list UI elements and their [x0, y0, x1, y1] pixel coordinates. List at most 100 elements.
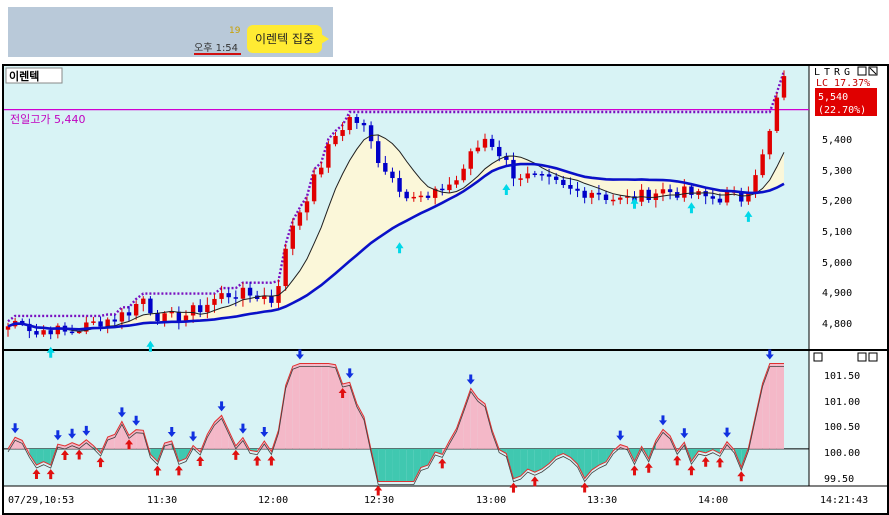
- candle-body: [724, 191, 730, 203]
- sell-signal-arrow: [117, 407, 126, 418]
- close-icon[interactable]: [869, 67, 877, 75]
- candle-body: [504, 156, 509, 160]
- minimize-button[interactable]: [857, 66, 867, 76]
- candle-body: [219, 293, 224, 299]
- corner-button-r[interactable]: R: [834, 67, 841, 78]
- buy-signal-arrow: [687, 202, 696, 214]
- candle-body: [618, 197, 623, 200]
- buy-signal-arrow: [96, 457, 105, 468]
- candle-body: [212, 298, 217, 305]
- sell-signal-arrow: [68, 428, 77, 439]
- corner-button-l[interactable]: L: [814, 67, 820, 78]
- candle-body: [69, 331, 75, 334]
- osc-area-segment: [527, 448, 535, 473]
- sell-signal-arrow: [11, 423, 20, 434]
- candle-body: [425, 195, 431, 198]
- candle-body: [760, 154, 765, 176]
- candle-body: [468, 151, 473, 169]
- candle-body: [283, 248, 288, 287]
- osc-area-segment: [477, 398, 485, 449]
- sell-signal-arrow: [82, 425, 91, 436]
- candle-body: [561, 179, 566, 186]
- sell-signal-arrow: [189, 431, 198, 442]
- sell-signal-arrow: [616, 430, 625, 441]
- candle-body: [390, 171, 395, 179]
- osc-area-segment: [36, 448, 44, 466]
- current-price: 5,540: [818, 92, 848, 103]
- y-tick: 4,800: [822, 319, 852, 330]
- osc-area-segment: [43, 448, 51, 466]
- candle-body: [639, 189, 644, 202]
- sell-signal-arrow: [295, 349, 304, 360]
- candle-body: [646, 189, 651, 200]
- candle-body: [418, 195, 424, 198]
- buy-signal-arrow: [644, 462, 653, 473]
- candle-body: [354, 117, 360, 123]
- osc-area-segment: [470, 388, 478, 449]
- candle-body: [141, 298, 146, 305]
- candle-body: [198, 305, 203, 313]
- current-price-tag: [815, 88, 877, 116]
- price-axis-ticks: 5,400 5,300 5,200 5,100 5,000 4,900 4,80…: [822, 135, 852, 330]
- sell-signal-arrow: [260, 427, 269, 438]
- osc-corner-buttons[interactable]: [813, 352, 878, 362]
- time-axis-ticks: 07/29,10:53 11:30 12:00 12:30 13:00 13:3…: [8, 495, 868, 506]
- osc-area-segment: [463, 388, 471, 449]
- candle-body: [5, 326, 11, 330]
- osc-area-segment: [655, 429, 663, 449]
- stock-name-box[interactable]: [5, 67, 63, 84]
- buy-signal-arrow: [630, 197, 639, 209]
- x-tick: 07/29,10:53: [8, 495, 74, 506]
- buy-signal-arrow: [438, 458, 447, 469]
- candle-body: [532, 173, 538, 175]
- candle-body: [262, 295, 267, 299]
- corner-button-g[interactable]: G: [844, 67, 850, 78]
- buy-signal-arrow: [630, 465, 639, 476]
- osc-area-segment: [570, 448, 578, 465]
- osc-area-segment: [399, 448, 407, 482]
- osc-pin-button[interactable]: [813, 352, 823, 362]
- buy-signal-arrow: [580, 482, 589, 493]
- stock-chart-window[interactable]: 이렌텍 전일고가 5,440 L T R G LC 17.37% 5,540 (…: [2, 64, 889, 515]
- osc-area-segment: [136, 429, 144, 449]
- price-chart[interactable]: 이렌텍 전일고가 5,440 L T R G LC 17.37% 5,540 (…: [4, 66, 887, 513]
- y-tick: 5,000: [822, 258, 852, 269]
- candle-body: [539, 174, 545, 176]
- candle-body: [240, 287, 246, 299]
- osc-area-segment: [221, 415, 229, 449]
- corner-buttons[interactable]: L T R G: [814, 66, 878, 78]
- osc-area-segment: [513, 448, 521, 479]
- osc-area-segment: [321, 363, 329, 449]
- sell-signal-arrow: [680, 428, 689, 439]
- osc-area-segment: [755, 383, 763, 449]
- candle-body: [397, 178, 402, 192]
- osc-area-segment: [378, 448, 386, 482]
- osc-area-segment: [406, 448, 414, 482]
- x-tick: 12:30: [364, 495, 394, 506]
- osc-line: [7, 363, 784, 482]
- corner-button-t[interactable]: T: [824, 67, 830, 78]
- candle-body: [319, 167, 324, 175]
- candle-body: [582, 190, 587, 198]
- buy-signal-arrow: [701, 456, 710, 467]
- osc-area-segment: [420, 448, 429, 468]
- osc-area-segment: [335, 364, 343, 449]
- osc-area-segment: [314, 363, 322, 449]
- candle-body: [767, 130, 772, 155]
- chat-message-bubble[interactable]: 이렌텍 집중: [247, 25, 330, 53]
- sell-signal-arrow: [765, 349, 774, 360]
- buy-signal-arrow: [744, 210, 753, 222]
- osc-minimize-button[interactable]: [857, 352, 867, 362]
- candle-body: [546, 174, 552, 177]
- osc-area-segment: [698, 448, 706, 453]
- buy-signal-arrow: [253, 455, 262, 466]
- clock: 14:21:43: [820, 495, 868, 506]
- candle-body: [333, 135, 338, 145]
- buy-signal-arrow: [338, 387, 347, 398]
- candle-body: [746, 191, 751, 202]
- candle-body: [447, 184, 452, 191]
- candle-body: [710, 196, 716, 199]
- osc-close-button[interactable]: [868, 352, 878, 362]
- candle-body: [133, 304, 139, 316]
- sell-signal-arrow: [466, 374, 475, 385]
